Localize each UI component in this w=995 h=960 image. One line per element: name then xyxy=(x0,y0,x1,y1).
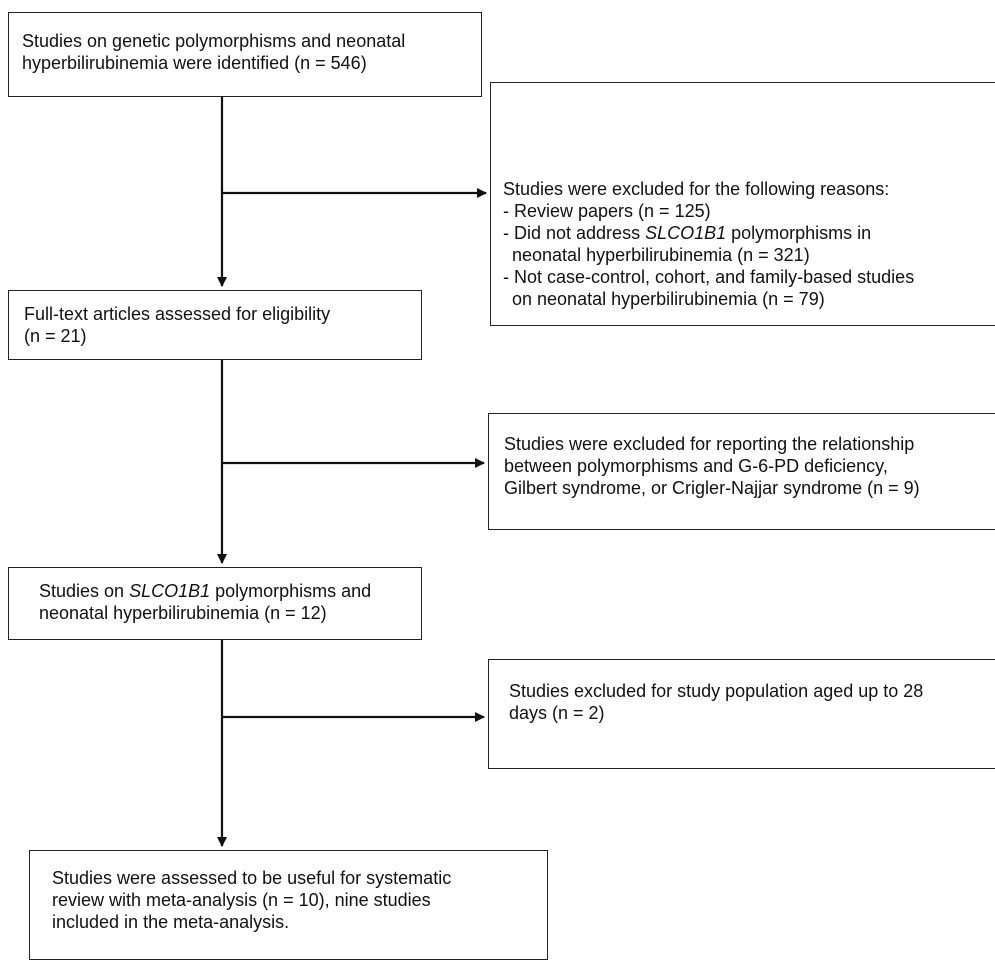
box-exclusion-reasons: Studies were excluded for the following … xyxy=(490,82,995,326)
exclusion-reason-slco: - Did not address SLCO1B1 polymorphisms … xyxy=(503,222,995,244)
box-slco-studies: Studies on SLCO1B1 polymorphisms and neo… xyxy=(8,567,422,640)
box-identified-line-2: hyperbilirubinemia were identified (n = … xyxy=(22,53,367,73)
exclusion-reason-design-cont: on neonatal hyperbilirubinemia (n = 79) xyxy=(512,289,825,309)
box-studies-identified: Studies on genetic polymorphisms and neo… xyxy=(8,12,482,97)
box-identified-line-1: Studies on genetic polymorphisms and neo… xyxy=(22,31,406,51)
exclusion-reason-slco-pre: - Did not address xyxy=(503,223,646,243)
box-slco-pre: Studies on xyxy=(39,581,130,601)
box-slco-line-2: neonatal hyperbilirubinemia (n = 12) xyxy=(39,603,327,623)
box-exclusion-relationship: Studies were excluded for reporting the … xyxy=(488,413,995,530)
box-full-text-articles: Full-text articles assessed for eligibil… xyxy=(8,290,422,360)
exclusion-2-line-3: Gilbert syndrome, or Crigler-Najjar synd… xyxy=(504,478,920,498)
box-full-text-line-2: (n = 21) xyxy=(24,326,87,346)
exclusion-reason-design: - Not case-control, cohort, and family-b… xyxy=(503,267,915,287)
exclusion-heading: Studies were excluded for the following … xyxy=(503,179,890,199)
exclusion-reason-slco-post: polymorphisms in xyxy=(726,223,872,243)
gene-name: SLCO1B1 xyxy=(129,581,211,601)
exclusion-reason-review: - Review papers (n = 125) xyxy=(503,201,711,221)
exclusion-2-line-2: between polymorphisms and G-6-PD deficie… xyxy=(504,456,888,476)
box-slco-line-1: Studies on SLCO1B1 polymorphisms and xyxy=(39,580,413,602)
gene-name: SLCO1B1 xyxy=(645,223,727,243)
exclusion-3-line-2: days (n = 2) xyxy=(509,703,605,723)
box-full-text-line-1: Full-text articles assessed for eligibil… xyxy=(24,304,331,324)
box-exclusion-age: Studies excluded for study population ag… xyxy=(488,659,995,769)
box-final-line-3: included in the meta-analysis. xyxy=(52,912,290,932)
box-slco-post: polymorphisms and xyxy=(210,581,372,601)
exclusion-reason-slco-cont: neonatal hyperbilirubinemia (n = 321) xyxy=(512,245,810,265)
exclusion-3-line-1: Studies excluded for study population ag… xyxy=(509,681,924,701)
exclusion-2-line-1: Studies were excluded for reporting the … xyxy=(504,434,915,454)
box-final-line-1: Studies were assessed to be useful for s… xyxy=(52,868,452,888)
box-final-line-2: review with meta-analysis (n = 10), nine… xyxy=(52,890,431,910)
box-final-included: Studies were assessed to be useful for s… xyxy=(29,850,548,960)
